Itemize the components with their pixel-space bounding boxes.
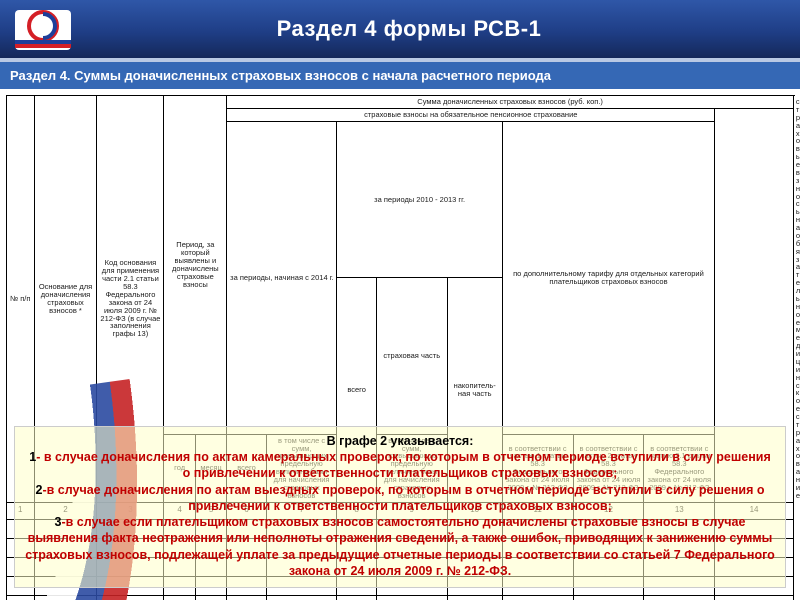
pension-group: страховые взносы на обязательное пенсион… bbox=[227, 108, 715, 121]
addtariff-group: по дополнительному тарифу для отдельных … bbox=[502, 121, 714, 434]
note-text: -в случае доначисления по актам выездных… bbox=[42, 483, 764, 513]
notes-line-3: 3-в случае если плательщиком страховых в… bbox=[25, 514, 775, 579]
notes-line-2: 2-в случае доначисления по актам выездны… bbox=[25, 482, 775, 515]
note-text: -в случае если плательщиком страховых вз… bbox=[25, 515, 775, 578]
notes-intro: В графе 2 указывается: bbox=[25, 433, 775, 449]
top-sum-group: Сумма доначисленных страховых взносов (р… bbox=[227, 96, 794, 109]
table-row bbox=[7, 595, 794, 600]
strakh-part-group: страховая часть bbox=[376, 278, 447, 434]
periods-2010-group: за периоды 2010 - 2013 гг. bbox=[337, 121, 502, 277]
col-4-5-group: Период, за который выявлены и доначислен… bbox=[164, 96, 227, 435]
slide-title: Раздел 4 формы РСВ-1 bbox=[88, 16, 730, 42]
explanatory-notes: В графе 2 указывается: 1- в случае донач… bbox=[14, 426, 786, 588]
notes-line-1: 1- в случае доначисления по актам камера… bbox=[25, 449, 775, 482]
slide: Раздел 4 формы РСВ-1 Раздел 4. Суммы дон… bbox=[0, 0, 800, 600]
section-heading: Раздел 4. Суммы доначисленных страховых … bbox=[0, 62, 800, 89]
slide-header: Раздел 4 формы РСВ-1 bbox=[0, 0, 800, 62]
periods-2014-group: за периоды, начиная с 2014 г. bbox=[227, 121, 337, 434]
note-text: - в случае доначисления по актам камерал… bbox=[36, 450, 771, 480]
pfr-logo bbox=[12, 4, 74, 54]
